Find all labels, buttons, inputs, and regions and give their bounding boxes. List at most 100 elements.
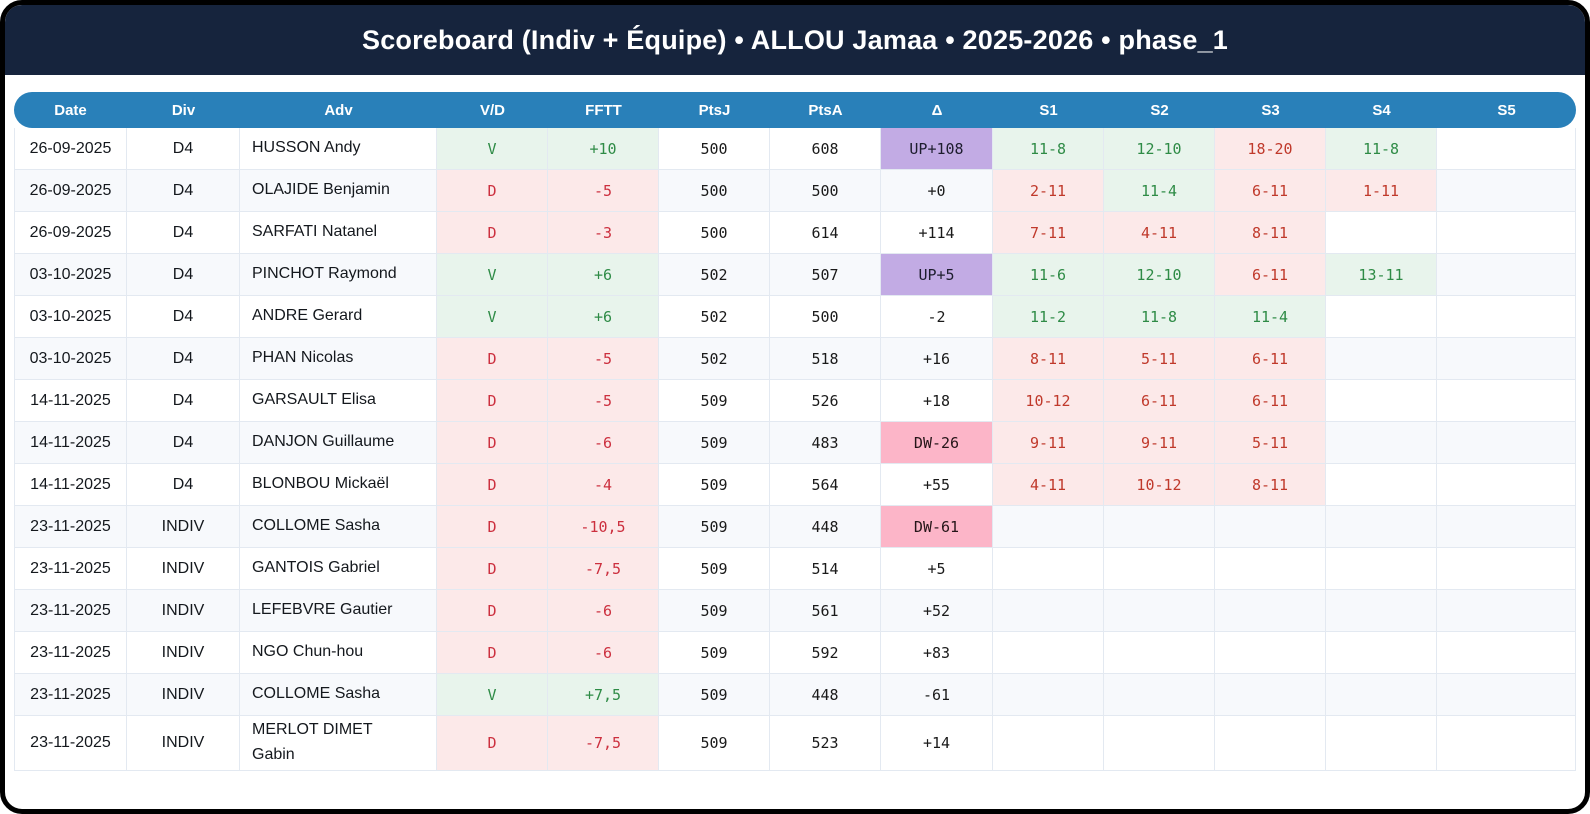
adv-cell: OLAJIDE Benjamin [240,170,437,212]
adv-name: OLAJIDE Benjamin [252,181,390,199]
set-cell-s5 [1437,548,1576,590]
delta-cell: +0 [881,170,993,212]
set-cell-s5 [1437,716,1576,771]
adv-cell: COLLOME Sasha [240,506,437,548]
delta-cell: DW-26 [881,422,993,464]
adv-name: COLLOME Sasha [252,517,381,535]
vd-cell: V [437,296,548,338]
col-header--: Δ [881,92,993,128]
ptsa-cell: 500 [770,296,881,338]
title-bar: Scoreboard (Indiv + Équipe) • ALLOU Jama… [5,5,1585,75]
set-cell-s4: 13-11 [1326,254,1437,296]
set-cell-s1: 10-12 [993,380,1104,422]
set-cell-s3 [1215,632,1326,674]
adv-name: COLLOME Sasha [252,685,381,703]
table-row: 23-11-2025 INDIV LEFEBVRE Gautier D -6 509 561… [14,590,1576,632]
fftt-cell: +6 [548,296,659,338]
ptsa-cell: 561 [770,590,881,632]
fftt-cell: -5 [548,338,659,380]
adv-cell: GANTOIS Gabriel [240,548,437,590]
table-row: 23-11-2025 INDIV COLLOME Sasha V +7,5 509 448-… [14,674,1576,716]
table-row: 23-11-2025 INDIV NGO Chun-hou D -6 509 592 +83 [14,632,1576,674]
delta-cell: +5 [881,548,993,590]
set-cell-s5 [1437,632,1576,674]
set-cell-s5 [1437,338,1576,380]
div-cell: INDIV [127,716,240,771]
table-row: 23-11-2025 INDIV GANTOIS Gabriel D -7,5 509 51… [14,548,1576,590]
vd-cell: D [437,716,548,771]
set-cell-s1: 2-11 [993,170,1104,212]
col-header-div: Div [127,92,240,128]
date-cell: 26-09-2025 [14,170,127,212]
table-header: Date Div Adv V/D FFTT PtsJ PtsA Δ S1 S2 S3 S4 S5 [14,92,1576,128]
vd-cell: V [437,674,548,716]
ptsj-cell: 509 [659,422,770,464]
set-cell-s4 [1326,296,1437,338]
div-cell: D4 [127,422,240,464]
table-row: 14-11-2025 D4 BLONBOU Mickaël D -4 509 564 +55 4… [14,464,1576,506]
div-cell: INDIV [127,548,240,590]
set-cell-s2: 4-11 [1104,212,1215,254]
table-container: Date Div Adv V/D FFTT PtsJ PtsA Δ S1 S2 S3 S4 S5 26-… [5,75,1585,771]
adv-name: BLONBOU Mickaël [252,475,389,493]
set-cell-s5 [1437,590,1576,632]
vd-cell: D [437,506,548,548]
set-cell-s4 [1326,422,1437,464]
table-row: 03-10-2025 D4 PINCHOT Raymond V +6 502 507 UP+5… [14,254,1576,296]
div-cell: D4 [127,212,240,254]
adv-cell: BLONBOU Mickaël [240,464,437,506]
set-cell-s2: 10-12 [1104,464,1215,506]
table-row: 26-09-2025 D4 SARFATI Natanel D -3 500 614 +114… [14,212,1576,254]
vd-cell: V [437,128,548,170]
col-header-date: Date [14,92,127,128]
fftt-cell: -5 [548,170,659,212]
fftt-cell: +6 [548,254,659,296]
set-cell-s3: 18-20 [1215,128,1326,170]
delta-cell: +114 [881,212,993,254]
vd-cell: D [437,422,548,464]
adv-name: LEFEBVRE Gautier [252,601,393,619]
set-cell-s2: 11-8 [1104,296,1215,338]
col-header-ptsa: PtsA [770,92,881,128]
adv-name: HUSSON Andy [252,139,361,157]
set-cell-s4 [1326,380,1437,422]
date-cell: 03-10-2025 [14,296,127,338]
ptsj-cell: 509 [659,506,770,548]
adv-cell: PINCHOT Raymond [240,254,437,296]
ptsa-cell: 500 [770,170,881,212]
div-cell: D4 [127,464,240,506]
adv-cell: SARFATI Natanel [240,212,437,254]
set-cell-s5 [1437,254,1576,296]
set-cell-s4 [1326,548,1437,590]
ptsj-cell: 509 [659,632,770,674]
div-cell: D4 [127,254,240,296]
col-header-adv: Adv [240,92,437,128]
adv-name: PINCHOT Raymond [252,265,397,283]
div-cell: INDIV [127,674,240,716]
date-cell: 14-11-2025 [14,422,127,464]
vd-cell: D [437,170,548,212]
ptsj-cell: 502 [659,338,770,380]
fftt-cell: -4 [548,464,659,506]
adv-name: ANDRE Gerard [252,307,363,325]
delta-cell: +14 [881,716,993,771]
ptsa-cell: 483 [770,422,881,464]
col-header-ptsj: PtsJ [659,92,770,128]
delta-cell: UP+108 [881,128,993,170]
set-cell-s3 [1215,506,1326,548]
set-cell-s1: 11-8 [993,128,1104,170]
vd-cell: D [437,590,548,632]
set-cell-s3: 8-11 [1215,464,1326,506]
ptsj-cell: 509 [659,590,770,632]
set-cell-s2: 9-11 [1104,422,1215,464]
col-header-s3: S3 [1215,92,1326,128]
fftt-cell: +7,5 [548,674,659,716]
date-cell: 14-11-2025 [14,464,127,506]
div-cell: D4 [127,128,240,170]
ptsa-cell: 514 [770,548,881,590]
set-cell-s2: 12-10 [1104,254,1215,296]
ptsa-cell: 564 [770,464,881,506]
date-cell: 03-10-2025 [14,254,127,296]
set-cell-s2 [1104,632,1215,674]
